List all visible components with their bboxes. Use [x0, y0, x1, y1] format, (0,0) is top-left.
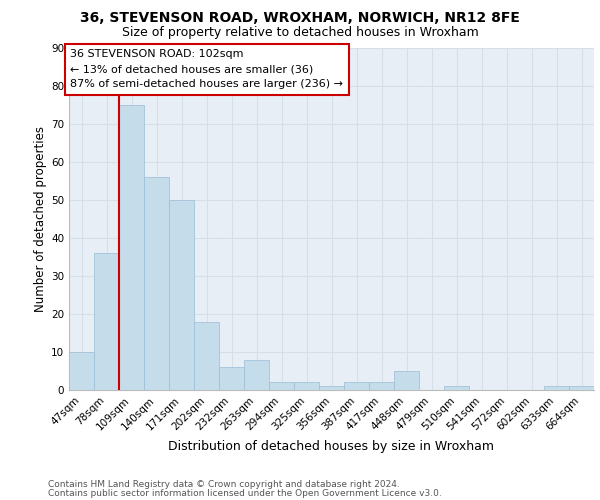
Y-axis label: Number of detached properties: Number of detached properties	[34, 126, 47, 312]
Bar	[69, 352, 94, 390]
Text: 36, STEVENSON ROAD, WROXHAM, NORWICH, NR12 8FE: 36, STEVENSON ROAD, WROXHAM, NORWICH, NR…	[80, 11, 520, 25]
Bar	[169, 200, 194, 390]
Bar	[394, 371, 419, 390]
Bar	[269, 382, 294, 390]
Bar	[94, 253, 119, 390]
Bar	[569, 386, 594, 390]
Text: Contains public sector information licensed under the Open Government Licence v3: Contains public sector information licen…	[48, 488, 442, 498]
Bar	[219, 367, 244, 390]
Bar	[444, 386, 469, 390]
Bar	[344, 382, 369, 390]
Bar	[144, 177, 169, 390]
Bar	[369, 382, 394, 390]
Bar	[194, 322, 219, 390]
Bar	[244, 360, 269, 390]
Text: 36 STEVENSON ROAD: 102sqm
← 13% of detached houses are smaller (36)
87% of semi-: 36 STEVENSON ROAD: 102sqm ← 13% of detac…	[70, 50, 343, 89]
Bar	[319, 386, 344, 390]
Text: Size of property relative to detached houses in Wroxham: Size of property relative to detached ho…	[122, 26, 478, 39]
X-axis label: Distribution of detached houses by size in Wroxham: Distribution of detached houses by size …	[169, 440, 494, 453]
Bar	[119, 104, 144, 390]
Bar	[294, 382, 319, 390]
Text: Contains HM Land Registry data © Crown copyright and database right 2024.: Contains HM Land Registry data © Crown c…	[48, 480, 400, 489]
Bar	[544, 386, 569, 390]
